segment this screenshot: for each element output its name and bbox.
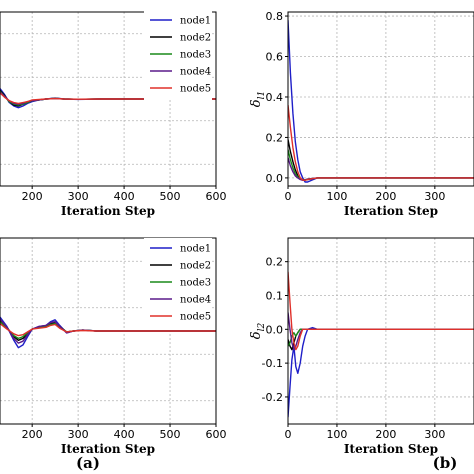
legend-label-node2: node2: [180, 261, 211, 272]
y-axis-label-subscript: l1: [257, 91, 267, 100]
x-axis-label: Iteration Step: [344, 204, 438, 218]
legend: node1 node2 node3 node4 node5: [144, 10, 212, 100]
legend-label-node1: node1: [180, 16, 211, 27]
legend-label-node4: node4: [180, 67, 211, 78]
plot-frame: [0, 237, 217, 425]
x-tick-label: 500: [160, 428, 181, 441]
series-line-node2: [288, 139, 474, 181]
x-tick-label: 200: [375, 428, 396, 441]
x-tick-label: 200: [22, 190, 43, 203]
x-tick-label: 300: [424, 190, 445, 203]
y-tick-label: 0.2: [266, 256, 284, 269]
x-axis-label: Iteration Step: [61, 442, 155, 456]
y-tick-label: -0.2: [262, 391, 283, 404]
x-tick-label: 600: [206, 428, 227, 441]
legend-box: [144, 10, 212, 100]
series-line-node4: [288, 312, 474, 351]
x-tick-label: 400: [114, 428, 135, 441]
x-tick-label: 0: [285, 428, 292, 441]
x-tick-label: 200: [22, 428, 43, 441]
x-tick-label: 200: [375, 190, 396, 203]
y-tick-label: 0.6: [266, 51, 284, 64]
plot-frame: [0, 11, 217, 187]
y-axis-label: δl1: [249, 91, 267, 107]
series-group: [0, 88, 216, 109]
chart-b-bottom: 0 100 200 300 -0.2 -0.1 0.0 0.1 0.2 Iteration Ste…: [249, 237, 474, 456]
series-group: [288, 271, 474, 418]
series-line-node1: [288, 326, 474, 418]
series-group: [0, 316, 216, 349]
x-tick-label: 300: [68, 428, 89, 441]
y-axis-label-main: δ: [249, 99, 264, 107]
x-axis-label: Iteration Step: [344, 442, 438, 456]
y-tick-label: 0.8: [266, 10, 284, 23]
y-axis-label-main: δ: [249, 331, 264, 339]
y-axis-label: δl2: [249, 323, 267, 340]
legend: node1 node2 node3 node4 node5: [144, 238, 212, 328]
legend-box: [144, 238, 212, 328]
legend-label-node2: node2: [180, 33, 211, 44]
legend-label-node5: node5: [180, 312, 211, 323]
series-line-node4: [288, 157, 474, 182]
series-line-node5: [0, 323, 216, 337]
plot-frame: [287, 237, 474, 425]
series-line-node3: [288, 328, 474, 347]
legend-label-node5: node5: [180, 84, 211, 95]
x-tick-label: 500: [160, 190, 181, 203]
series-line-node5: [0, 92, 216, 105]
legend-label-node3: node3: [180, 50, 211, 61]
legend-label-node3: node3: [180, 278, 211, 289]
panel-label-a: (a): [76, 454, 100, 472]
panel-label-b: (b): [433, 454, 458, 472]
x-tick-label: 400: [114, 190, 135, 203]
plot-frame: [287, 11, 474, 187]
x-tick-label: 0: [285, 190, 292, 203]
y-tick-label: 0.0: [266, 323, 284, 336]
y-tick-label: 0.1: [266, 289, 284, 302]
chart-b-top: 0 100 200 300 0.0 0.2 0.4 0.6 0.8 Iteration Step δ…: [249, 10, 474, 218]
x-tick-label: 600: [206, 190, 227, 203]
x-tick-label: 300: [68, 190, 89, 203]
y-axis-label-subscript: l2: [257, 323, 267, 332]
series-line-node3: [288, 149, 474, 181]
y-tick-label: 0.2: [266, 131, 284, 144]
x-tick-label: 300: [424, 428, 445, 441]
series-line-node5: [288, 105, 474, 182]
x-axis-label: Iteration Step: [61, 204, 155, 218]
y-tick-label: -0.1: [262, 357, 283, 370]
x-tick-label: 100: [326, 190, 347, 203]
series-group: [288, 20, 474, 183]
y-tick-label: 0.4: [266, 91, 284, 104]
legend-label-node1: node1: [180, 244, 211, 255]
legend-label-node4: node4: [180, 295, 211, 306]
series-line-node5: [288, 271, 474, 351]
y-tick-label: 0.0: [266, 172, 284, 185]
series-line-node2: [288, 328, 474, 351]
x-tick-label: 100: [326, 428, 347, 441]
series-line-node1: [288, 20, 474, 183]
